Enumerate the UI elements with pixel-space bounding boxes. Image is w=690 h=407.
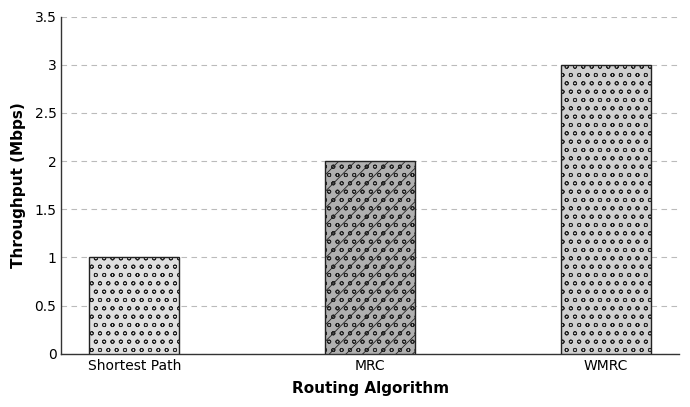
Bar (90, 257, 179, 354)
X-axis label: Routing Algorithm: Routing Algorithm (292, 381, 448, 396)
Y-axis label: Throughput (Mbps): Throughput (Mbps) (11, 102, 26, 268)
Bar (561, 65, 651, 354)
Bar (325, 161, 415, 354)
